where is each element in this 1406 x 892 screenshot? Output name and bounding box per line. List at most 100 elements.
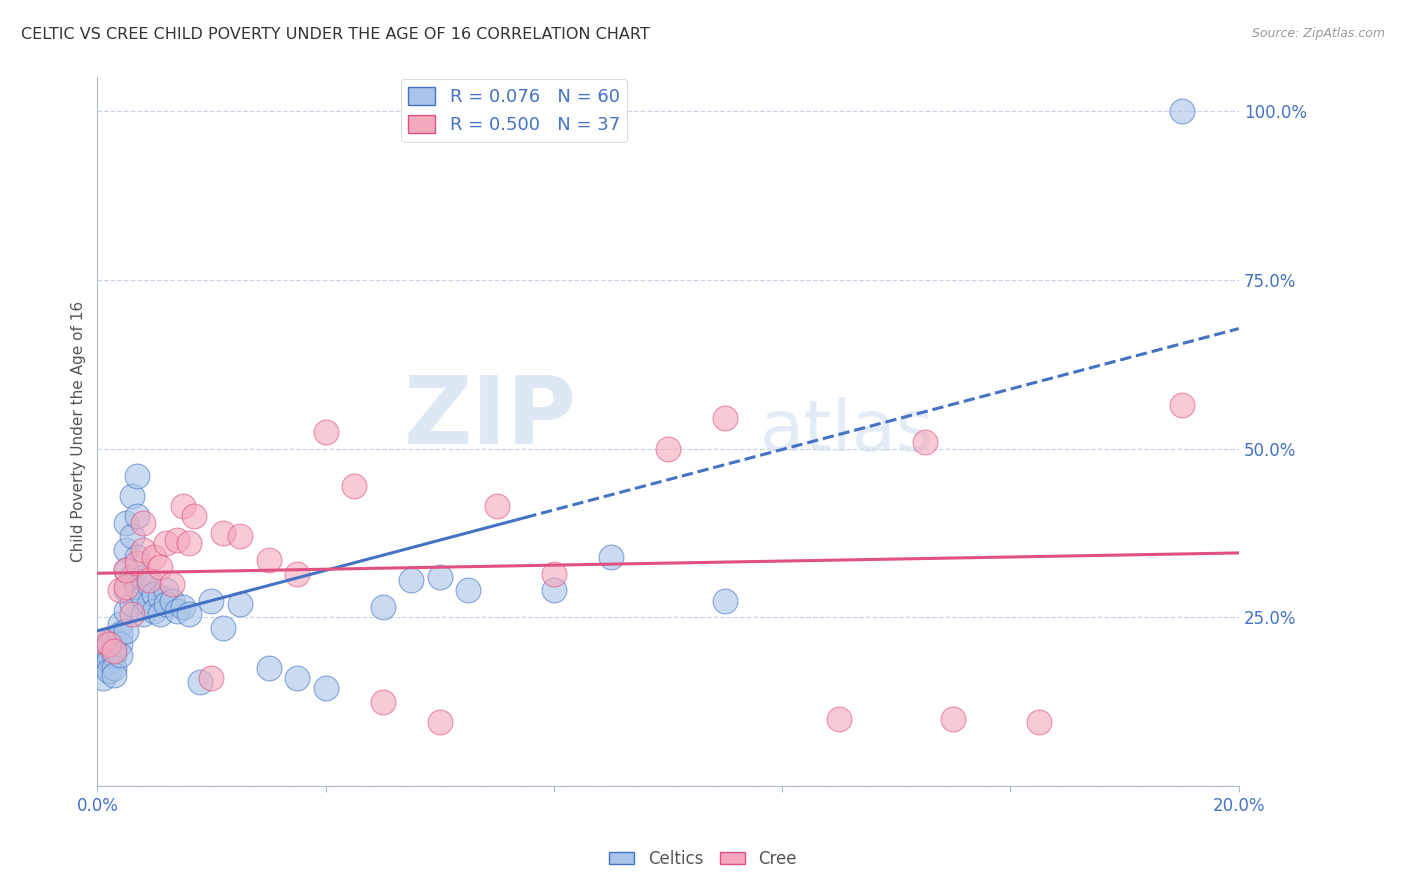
Point: [371, 695, 394, 709]
Point: [127, 580, 149, 594]
Point: [132, 570, 155, 584]
Point: [285, 566, 308, 581]
Point: [149, 559, 172, 574]
Point: [183, 509, 205, 524]
Point: [143, 549, 166, 564]
Point: [127, 468, 149, 483]
Point: [91, 657, 114, 672]
Point: [115, 624, 138, 638]
Point: [155, 536, 177, 550]
Point: [429, 714, 451, 729]
Point: [115, 563, 138, 577]
Point: [138, 574, 160, 588]
Point: [138, 576, 160, 591]
Point: [97, 648, 120, 662]
Point: [103, 644, 125, 658]
Point: [143, 604, 166, 618]
Point: [485, 499, 508, 513]
Point: [103, 648, 125, 662]
Point: [177, 607, 200, 621]
Point: [115, 563, 138, 577]
Point: [166, 604, 188, 618]
Point: [600, 549, 623, 564]
Point: [371, 600, 394, 615]
Point: [200, 593, 222, 607]
Point: [155, 597, 177, 611]
Point: [457, 583, 479, 598]
Point: [91, 644, 114, 658]
Point: [103, 631, 125, 645]
Point: [172, 600, 194, 615]
Point: [212, 526, 235, 541]
Legend: Celtics, Cree: Celtics, Cree: [603, 844, 803, 875]
Point: [115, 516, 138, 530]
Point: [429, 570, 451, 584]
Point: [1170, 398, 1192, 412]
Point: [97, 634, 120, 648]
Point: [97, 654, 120, 668]
Point: [257, 661, 280, 675]
Legend: R = 0.076   N = 60, R = 0.500   N = 37: R = 0.076 N = 60, R = 0.500 N = 37: [401, 79, 627, 142]
Point: [315, 681, 337, 696]
Point: [399, 574, 422, 588]
Point: [149, 607, 172, 621]
Point: [108, 627, 131, 641]
Y-axis label: Child Poverty Under the Age of 16: Child Poverty Under the Age of 16: [72, 301, 86, 562]
Point: [155, 583, 177, 598]
Point: [828, 712, 851, 726]
Point: [97, 637, 120, 651]
Point: [1170, 104, 1192, 119]
Point: [188, 674, 211, 689]
Point: [229, 597, 252, 611]
Point: [121, 607, 143, 621]
Point: [108, 617, 131, 632]
Point: [132, 516, 155, 530]
Point: [714, 593, 737, 607]
Point: [543, 583, 565, 598]
Point: [200, 671, 222, 685]
Text: atlas: atlas: [759, 397, 934, 467]
Point: [91, 671, 114, 685]
Text: CELTIC VS CREE CHILD POVERTY UNDER THE AGE OF 16 CORRELATION CHART: CELTIC VS CREE CHILD POVERTY UNDER THE A…: [21, 27, 650, 42]
Point: [115, 583, 138, 598]
Point: [108, 637, 131, 651]
Point: [121, 570, 143, 584]
Point: [942, 712, 965, 726]
Point: [657, 442, 679, 456]
Point: [108, 648, 131, 662]
Point: [257, 553, 280, 567]
Text: ZIP: ZIP: [404, 372, 576, 464]
Point: [543, 566, 565, 581]
Point: [103, 640, 125, 655]
Point: [285, 671, 308, 685]
Point: [103, 661, 125, 675]
Point: [172, 499, 194, 513]
Point: [115, 580, 138, 594]
Point: [166, 533, 188, 547]
Point: [127, 509, 149, 524]
Point: [177, 536, 200, 550]
Point: [91, 634, 114, 648]
Point: [138, 597, 160, 611]
Point: [229, 529, 252, 543]
Point: [121, 597, 143, 611]
Point: [121, 489, 143, 503]
Point: [160, 593, 183, 607]
Point: [143, 587, 166, 601]
Point: [103, 667, 125, 681]
Point: [914, 434, 936, 449]
Point: [160, 576, 183, 591]
Point: [108, 583, 131, 598]
Point: [97, 665, 120, 679]
Point: [149, 590, 172, 604]
Point: [121, 529, 143, 543]
Point: [127, 549, 149, 564]
Point: [343, 479, 366, 493]
Point: [132, 607, 155, 621]
Point: [132, 542, 155, 557]
Point: [127, 557, 149, 571]
Point: [115, 604, 138, 618]
Point: [115, 542, 138, 557]
Point: [212, 621, 235, 635]
Point: [132, 590, 155, 604]
